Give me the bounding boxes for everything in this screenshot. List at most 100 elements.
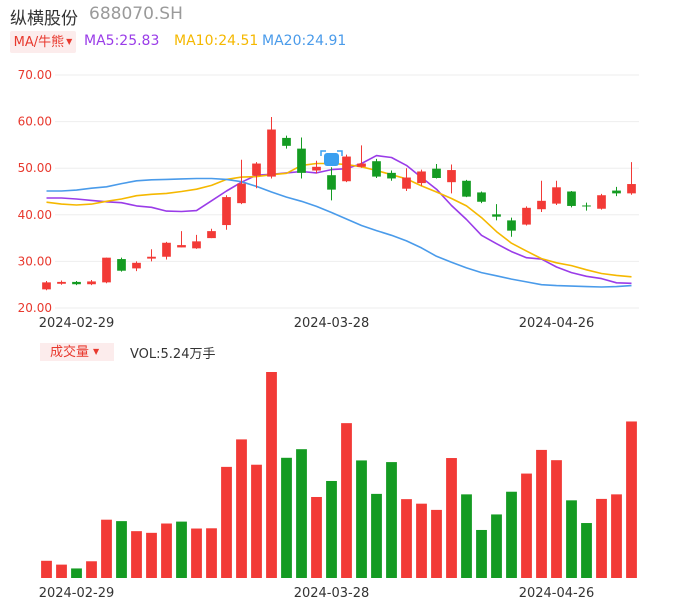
volume-bar xyxy=(461,494,472,578)
candle-body xyxy=(507,220,516,231)
volume-bar xyxy=(626,421,637,578)
volume-date-axis: 2024-02-29 2024-03-28 2024-04-26 xyxy=(39,586,595,601)
candle-body xyxy=(162,242,171,257)
volume-bar xyxy=(221,466,232,578)
candle-body xyxy=(537,200,546,210)
candle xyxy=(147,249,156,262)
y-tick-label: 60.00 xyxy=(18,115,52,129)
candle xyxy=(447,164,456,194)
volume-bar xyxy=(551,460,562,578)
candle xyxy=(612,186,621,197)
candle xyxy=(567,191,576,208)
volume-bar xyxy=(341,423,352,578)
volume-bar xyxy=(116,521,127,578)
volume-bar xyxy=(566,500,577,578)
candle-body xyxy=(582,205,591,207)
volume-bar xyxy=(266,372,277,578)
candle-body xyxy=(252,163,261,176)
candle xyxy=(417,169,426,186)
volume-x-tick-label: 2024-04-26 xyxy=(519,586,595,601)
candle-body xyxy=(432,168,441,178)
volume-bar xyxy=(191,528,202,578)
candle xyxy=(132,261,141,272)
candle xyxy=(102,257,111,284)
candle xyxy=(627,162,636,195)
ma5-line xyxy=(46,154,632,285)
event-marker[interactable] xyxy=(320,150,343,166)
candle xyxy=(42,280,51,291)
volume-value-label: VOL:5.24万手 xyxy=(130,347,216,362)
stock-code: 688070.SH xyxy=(89,4,183,24)
y-tick-label: 20.00 xyxy=(18,301,52,315)
candle xyxy=(87,280,96,286)
ma10-legend: MA10:24.51 xyxy=(174,33,259,49)
candle-body xyxy=(567,191,576,206)
y-tick-label: 40.00 xyxy=(18,208,52,222)
candle-body xyxy=(102,257,111,283)
candle-body xyxy=(627,184,636,194)
candle xyxy=(357,145,366,168)
y-tick-label: 50.00 xyxy=(18,161,52,175)
candle xyxy=(387,170,396,181)
candle xyxy=(177,231,186,248)
candle xyxy=(507,217,516,237)
candle-body xyxy=(372,161,381,177)
y-tick-label: 70.00 xyxy=(18,68,52,82)
candle xyxy=(162,241,171,260)
volume-bar xyxy=(611,494,622,578)
volume-bar xyxy=(431,509,442,578)
candle-body xyxy=(57,281,66,284)
ma-indicator-dropdown[interactable]: MA/牛熊 ▼ xyxy=(10,31,76,53)
volume-bar xyxy=(101,519,112,578)
candle xyxy=(327,167,336,201)
volume-bars xyxy=(41,372,637,578)
candle xyxy=(252,162,261,189)
candle-body xyxy=(597,195,606,209)
volume-bar xyxy=(536,449,547,578)
y-tick-label: 30.00 xyxy=(18,254,52,268)
ma20-legend: MA20:24.91 xyxy=(262,33,347,49)
candle-body xyxy=(417,171,426,184)
volume-bar xyxy=(146,532,157,578)
candle-body xyxy=(42,282,51,290)
price-axis: 70.00 60.00 50.00 40.00 30.00 20.00 xyxy=(18,68,52,315)
candle xyxy=(582,202,591,211)
candle-body xyxy=(72,281,81,285)
candle-body xyxy=(342,156,351,182)
event-marker-icon[interactable] xyxy=(324,153,339,166)
volume-indicator-dropdown[interactable]: 成交量 ▼ xyxy=(40,343,114,361)
ma5-legend: MA5:25.83 xyxy=(84,33,160,49)
candle-body xyxy=(312,166,321,171)
date-axis: 2024-02-29 2024-03-28 2024-04-26 xyxy=(39,316,595,331)
price-grid xyxy=(55,74,639,309)
volume-bar xyxy=(161,523,172,578)
candle-body xyxy=(327,175,336,190)
candle-body xyxy=(462,180,471,197)
candle-body xyxy=(207,231,216,239)
candle xyxy=(492,204,501,221)
volume-bar xyxy=(521,473,532,578)
volume-bar xyxy=(86,561,97,578)
candle xyxy=(462,179,471,198)
candle xyxy=(192,234,201,249)
candle xyxy=(222,195,231,230)
volume-bar xyxy=(386,462,397,578)
candle-body xyxy=(117,259,126,271)
candle-body xyxy=(297,148,306,173)
candle xyxy=(117,257,126,272)
ma20-line xyxy=(46,177,632,288)
volume-bar xyxy=(206,528,217,578)
candle-body xyxy=(267,129,276,177)
volume-bar xyxy=(56,564,67,578)
chevron-down-icon: ▼ xyxy=(66,37,73,46)
volume-bar xyxy=(401,499,412,578)
stock-name: 纵横股份 xyxy=(10,9,78,29)
ma-indicator-label: MA/牛熊 xyxy=(13,35,65,50)
candle-body xyxy=(237,183,246,204)
candle-body xyxy=(177,245,186,248)
candle-body xyxy=(222,197,231,226)
volume-bar xyxy=(41,560,52,578)
x-tick-label: 2024-03-28 xyxy=(294,316,370,331)
candle xyxy=(282,135,291,149)
volume-bar xyxy=(356,460,367,578)
